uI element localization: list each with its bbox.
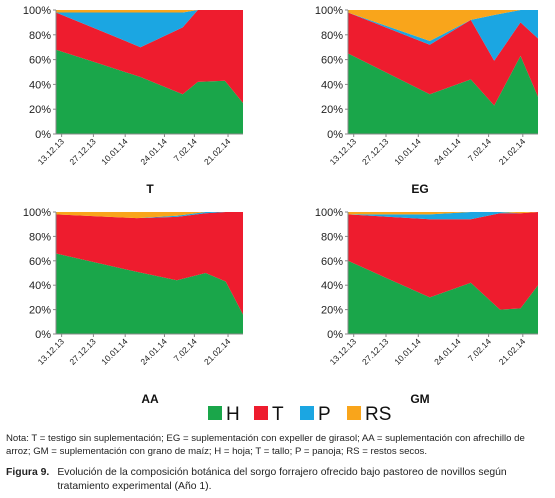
legend-swatch-p <box>300 406 314 420</box>
area-rs-t <box>56 10 243 13</box>
y-tick-label: 60% <box>321 256 343 268</box>
x-tick-label: 24.01.14 <box>432 136 463 167</box>
panel-eg: 0%20%40%60%80%100%13.12.13 27.12.13 10.01.… <box>315 5 538 196</box>
x-tick-label: 10.01.14 <box>99 336 130 367</box>
area-h-gm <box>348 260 538 334</box>
y-tick-label: 40% <box>321 79 343 91</box>
x-tick-label: 7.02.14 <box>172 336 199 363</box>
area-p-aa <box>56 212 243 219</box>
x-tick-label: 24.01.14 <box>138 336 169 367</box>
x-tick-label: 10.01.14 <box>99 136 130 167</box>
x-tick-label: 27.12.13 <box>67 336 98 367</box>
area-p-t <box>56 10 243 48</box>
y-tick-label: 60% <box>321 55 343 67</box>
area-rs-eg <box>348 10 538 41</box>
y-tick-label: 100% <box>315 207 343 219</box>
x-tick-label: 10.01.14 <box>392 136 423 167</box>
legend-label-p: P <box>318 404 331 425</box>
y-tick-label: 60% <box>29 256 51 268</box>
y-tick-label: 100% <box>315 5 343 17</box>
legend-swatch-t <box>254 406 268 420</box>
area-p-eg <box>348 10 538 61</box>
area-h-t <box>56 49 243 135</box>
y-tick-label: 20% <box>29 305 51 317</box>
y-tick-label: 80% <box>29 231 51 243</box>
x-tick-label: 24.01.14 <box>432 336 463 367</box>
y-tick-label: 0% <box>35 129 51 141</box>
y-tick-label: 0% <box>327 329 343 341</box>
y-tick-label: 80% <box>29 30 51 42</box>
y-tick-label: 100% <box>23 5 51 17</box>
panel-title: T <box>146 182 154 196</box>
panel-gm: 0%20%40%60%80%100%13.12.13 27.12.13 10.01.… <box>315 207 538 406</box>
panel-title: EG <box>411 182 428 196</box>
area-t-gm <box>348 212 538 310</box>
y-tick-label: 40% <box>29 280 51 292</box>
panel-t: 0%20%40%60%80%100%13.12.13 27.12.13 10.01.… <box>23 5 243 196</box>
area-h-aa <box>56 253 243 334</box>
area-t-t <box>56 10 243 103</box>
figure-note: Nota: T = testigo sin suplementación; EG… <box>6 433 525 457</box>
y-tick-label: 80% <box>321 231 343 243</box>
y-tick-label: 20% <box>29 104 51 116</box>
y-tick-label: 40% <box>29 79 51 91</box>
x-tick-label: 7.02.14 <box>172 136 199 163</box>
x-tick-label: 27.12.13 <box>360 136 391 167</box>
panel-title: GM <box>410 392 429 406</box>
x-tick-label: 10.01.14 <box>392 336 423 367</box>
x-tick-label: 24.01.14 <box>138 136 169 167</box>
panel-title: AA <box>141 392 159 406</box>
legend-label-rs: RS <box>365 404 391 425</box>
caption-text: Evolución de la composición botánica del… <box>57 467 507 492</box>
y-tick-label: 40% <box>321 280 343 292</box>
x-tick-label: 21.02.14 <box>202 136 233 167</box>
x-tick-label: 7.02.14 <box>466 336 493 363</box>
area-t-aa <box>56 212 243 315</box>
y-tick-label: 0% <box>327 129 343 141</box>
legend: H T P RS <box>208 404 391 425</box>
y-tick-label: 100% <box>23 207 51 219</box>
legend-swatch-rs <box>347 406 361 420</box>
legend-swatch-h <box>208 406 222 420</box>
x-tick-label: 21.02.14 <box>497 336 528 367</box>
legend-label-t: T <box>272 404 284 425</box>
area-p-gm <box>348 212 538 220</box>
figure-caption: Figura 9. Evolución de la composición bo… <box>6 466 551 494</box>
x-tick-label: 7.02.14 <box>466 136 493 163</box>
x-tick-label: 21.02.14 <box>497 136 528 167</box>
x-tick-label: 21.02.14 <box>202 336 233 367</box>
caption-label: Figura 9. <box>6 467 50 478</box>
y-tick-label: 0% <box>35 329 51 341</box>
area-rs-gm <box>348 212 538 215</box>
x-tick-label: 27.12.13 <box>360 336 391 367</box>
charts-figure: 0%20%40%60%80%100%13.12.13 27.12.13 10.01.… <box>23 5 538 425</box>
panel-aa: 0%20%40%60%80%100%13.12.13 27.12.13 10.01.… <box>23 207 243 406</box>
y-tick-label: 20% <box>321 104 343 116</box>
area-h-eg <box>348 53 538 134</box>
area-rs-aa <box>56 212 243 219</box>
y-tick-label: 60% <box>29 55 51 67</box>
y-tick-label: 80% <box>321 30 343 42</box>
y-tick-label: 20% <box>321 305 343 317</box>
legend-label-h: H <box>226 404 240 425</box>
x-tick-label: 27.12.13 <box>67 136 98 167</box>
area-t-eg <box>348 12 538 106</box>
